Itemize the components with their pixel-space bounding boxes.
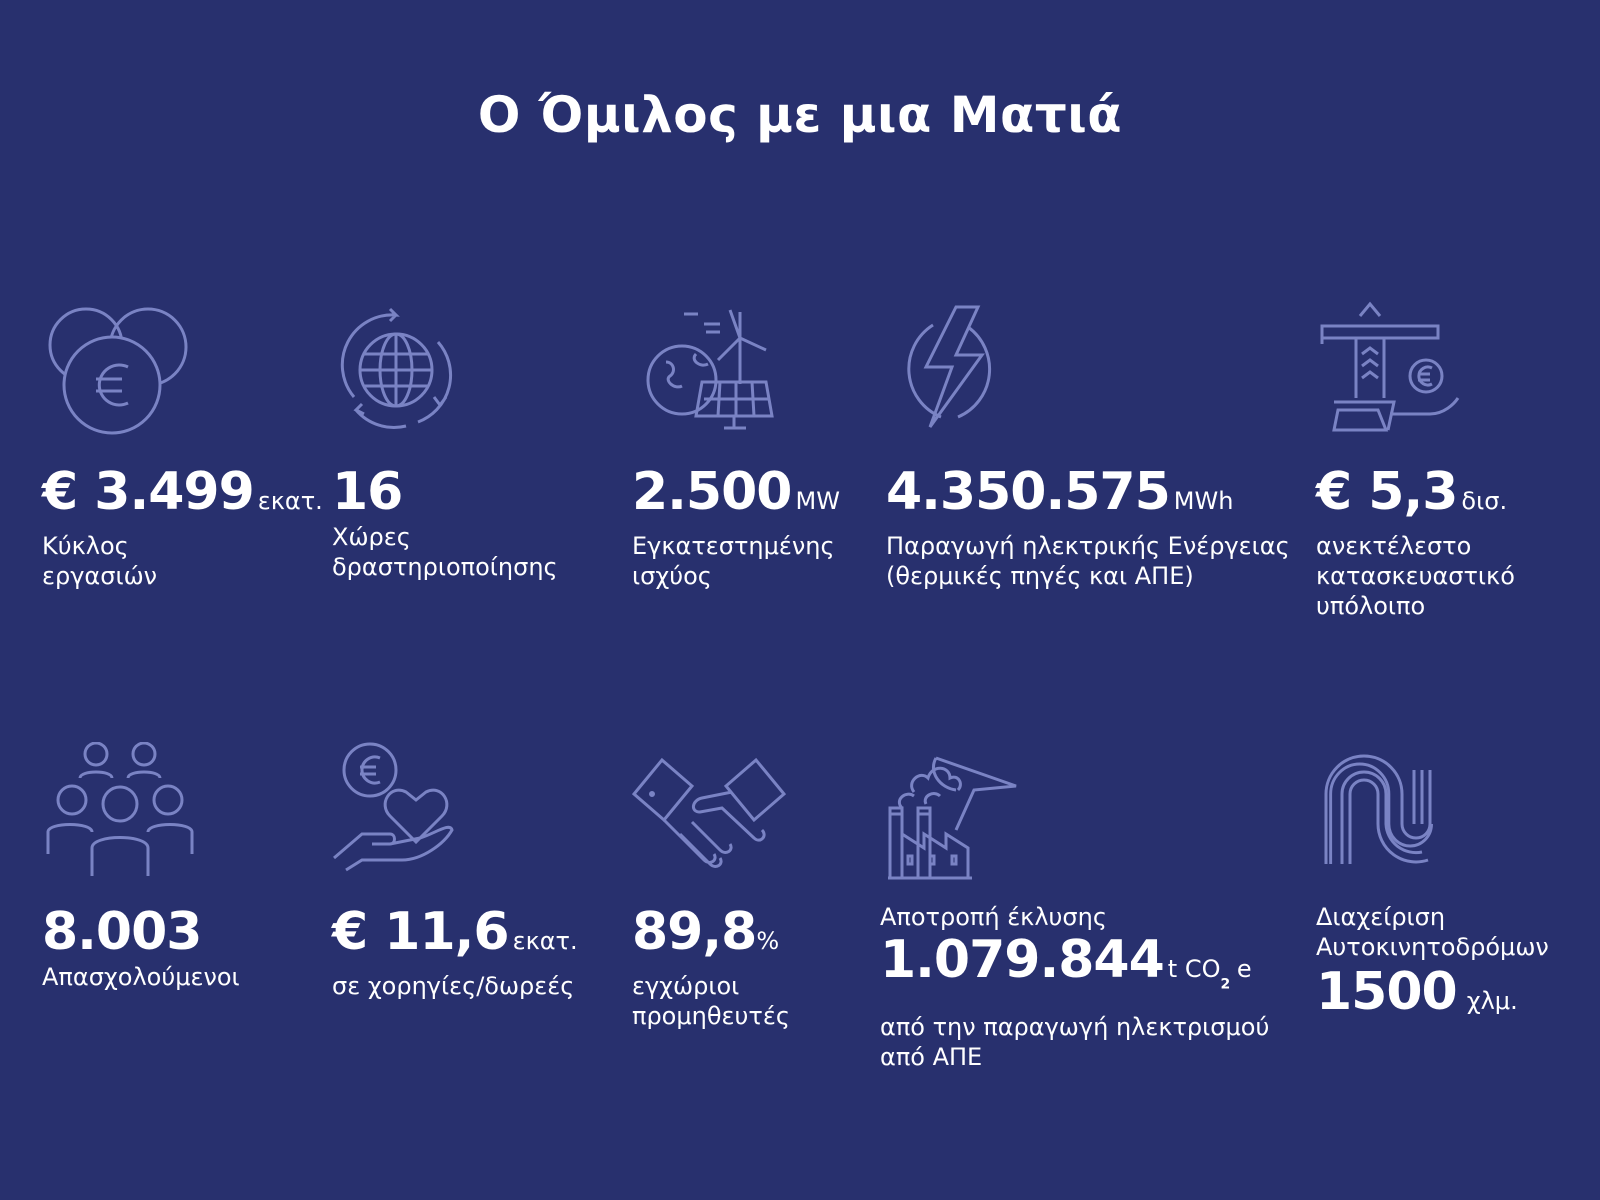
renewable-energy-icon: [646, 302, 776, 436]
donation-heart-icon: [332, 742, 456, 881]
globe-cycle-icon: [336, 302, 460, 436]
stat-countries: 16 Χώρες δραστηριοποίησης: [332, 462, 558, 581]
stat-energy-production: 4.350.575 MWh Παραγωγή ηλεκτρικής Ενέργει…: [886, 462, 1290, 590]
people-icon: [46, 741, 194, 881]
construction-crane-icon: [1320, 298, 1460, 442]
factory-emission-icon: [886, 748, 1022, 884]
stat-local-suppliers: 89,8% εγχώριοι προμηθευτές: [632, 902, 790, 1030]
euro-coins-icon: [44, 305, 194, 439]
stat-employees: 8.003 Απασχολούμενοι: [42, 902, 240, 991]
stat-installed-power: 2.500 MW Εγκατεστημένης ισχύος: [632, 462, 840, 590]
stat-donations: € 11,6 εκατ. σε χορηγίες/δωρεές: [332, 902, 578, 1000]
lightning-icon: [898, 305, 1008, 434]
stat-co2-avoided: Αποτροπή έκλυσης 1.079.844 t CO2 e από τη…: [880, 903, 1270, 1072]
handshake-icon: [631, 756, 787, 882]
stat-turnover: € 3.499 εκατ. Κύκλος εργασιών: [42, 462, 323, 590]
highway-icon: [1322, 752, 1434, 872]
page-title: Ο Όμιλος με μια Ματιά: [477, 86, 1123, 144]
stat-highways: Διαχείριση Αυτοκινητοδρόμων 1500 χλμ.: [1316, 903, 1549, 1022]
stat-backlog: € 5,3 δισ. ανεκτέλεστο κατασκευαστικό υπόλο…: [1316, 462, 1515, 620]
